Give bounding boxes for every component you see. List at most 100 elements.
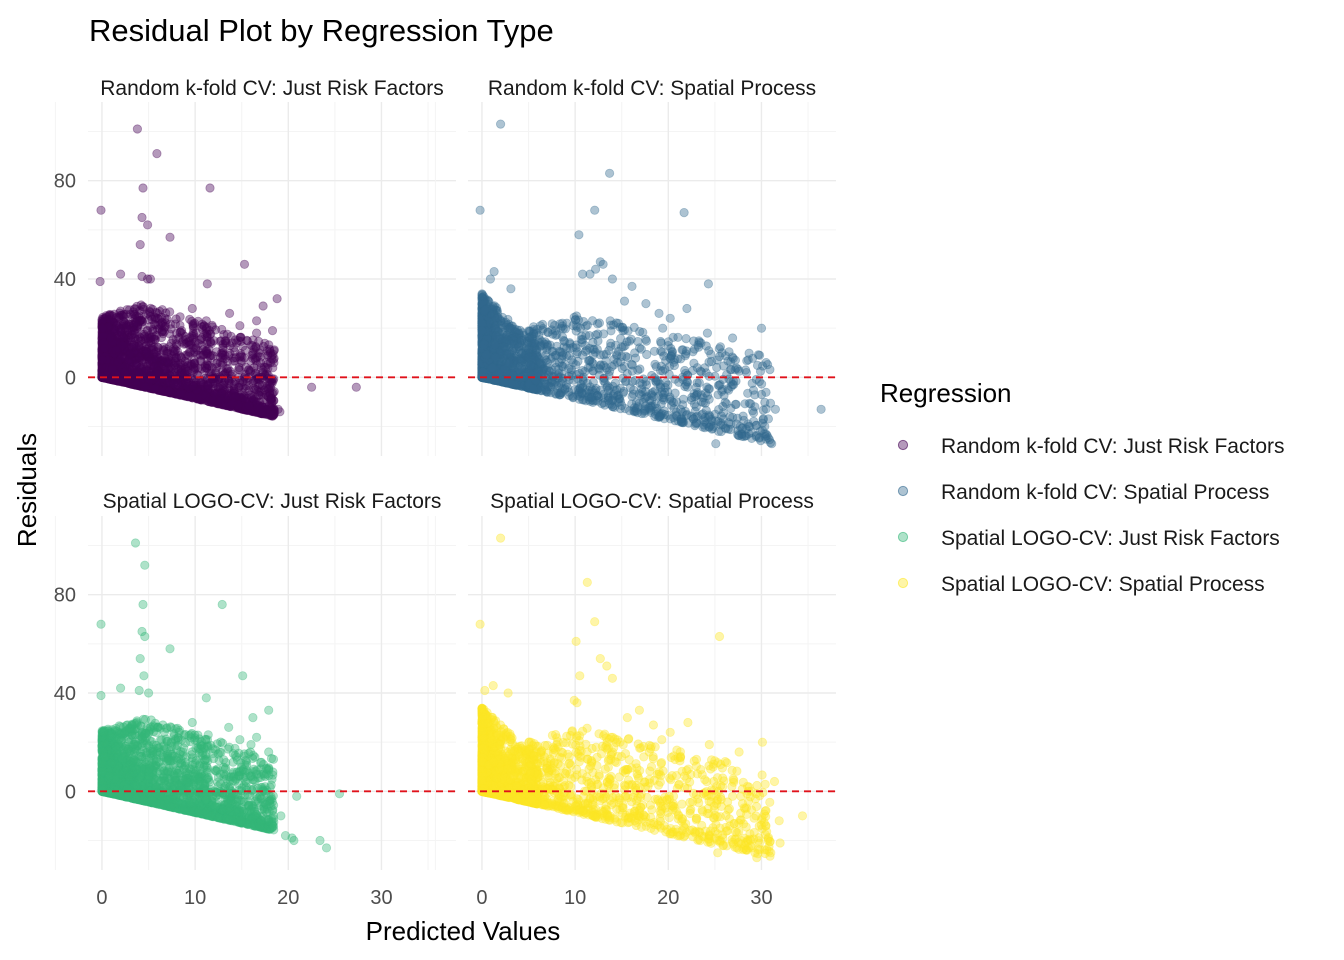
data-point bbox=[202, 279, 212, 289]
data-point bbox=[593, 363, 604, 373]
chart-title: Residual Plot by Regression Type bbox=[89, 13, 554, 48]
data-point bbox=[481, 350, 491, 360]
data-point bbox=[181, 391, 191, 401]
data-point bbox=[124, 305, 135, 315]
data-point bbox=[714, 344, 724, 354]
data-point bbox=[202, 332, 212, 342]
data-point bbox=[169, 349, 179, 359]
data-point bbox=[669, 360, 680, 371]
data-point bbox=[133, 321, 143, 331]
y-tick-label: 80 bbox=[54, 171, 76, 193]
data-point bbox=[154, 314, 164, 324]
data-point bbox=[622, 352, 633, 363]
data-point bbox=[701, 388, 711, 398]
data-point bbox=[170, 360, 180, 370]
data-point bbox=[172, 328, 182, 338]
data-point bbox=[127, 373, 137, 383]
data-point bbox=[98, 359, 108, 369]
data-point bbox=[152, 378, 162, 388]
data-point bbox=[538, 323, 548, 334]
data-point bbox=[149, 319, 159, 329]
y-tick-label: 0 bbox=[65, 367, 76, 389]
data-point bbox=[689, 358, 699, 368]
data-point bbox=[744, 348, 754, 358]
data-point bbox=[216, 336, 226, 346]
data-point bbox=[150, 383, 160, 393]
data-point bbox=[97, 355, 108, 365]
data-point bbox=[624, 336, 635, 346]
data-point bbox=[135, 352, 145, 362]
data-point bbox=[148, 325, 158, 335]
data-point bbox=[260, 371, 271, 381]
data-point bbox=[102, 312, 112, 322]
data-point bbox=[114, 371, 124, 381]
data-point bbox=[178, 360, 188, 371]
data-point bbox=[100, 334, 111, 344]
data-point bbox=[125, 377, 135, 388]
data-point bbox=[721, 399, 732, 409]
data-point bbox=[182, 390, 192, 400]
data-point bbox=[219, 379, 229, 390]
data-point bbox=[108, 369, 119, 379]
data-point bbox=[251, 406, 261, 417]
data-point bbox=[252, 316, 262, 326]
data-point bbox=[223, 398, 233, 408]
data-point bbox=[184, 385, 194, 396]
data-point bbox=[99, 343, 110, 353]
data-point bbox=[710, 371, 720, 381]
data-point bbox=[588, 344, 598, 354]
data-point bbox=[152, 308, 162, 318]
data-point bbox=[153, 366, 163, 376]
data-point bbox=[252, 328, 262, 338]
data-point bbox=[225, 340, 235, 351]
data-point bbox=[103, 319, 113, 329]
data-point bbox=[258, 301, 268, 311]
data-point bbox=[116, 377, 126, 387]
data-point bbox=[480, 305, 490, 315]
data-point bbox=[490, 340, 500, 350]
data-point bbox=[143, 220, 153, 230]
data-point bbox=[267, 325, 278, 336]
data-point bbox=[149, 384, 159, 394]
data-point bbox=[239, 404, 249, 415]
data-point bbox=[129, 341, 139, 351]
data-point bbox=[225, 308, 235, 318]
data-point bbox=[250, 354, 260, 364]
data-point bbox=[125, 379, 135, 389]
data-point bbox=[137, 212, 147, 223]
data-point bbox=[196, 350, 206, 360]
data-point bbox=[269, 396, 279, 406]
data-point bbox=[109, 367, 120, 377]
data-point bbox=[151, 320, 161, 330]
data-point bbox=[676, 354, 686, 364]
data-point bbox=[232, 401, 242, 411]
data-point bbox=[128, 323, 138, 333]
data-point bbox=[98, 354, 109, 364]
data-point bbox=[220, 392, 230, 402]
data-point bbox=[212, 387, 222, 398]
data-point bbox=[698, 422, 708, 432]
data-point bbox=[754, 350, 765, 360]
data-point bbox=[604, 366, 615, 376]
data-point bbox=[123, 327, 133, 338]
data-point bbox=[249, 407, 259, 417]
data-point bbox=[500, 322, 510, 333]
data-point bbox=[187, 331, 197, 341]
data-point bbox=[681, 333, 691, 344]
data-point bbox=[562, 343, 572, 353]
data-point bbox=[566, 364, 577, 375]
data-point bbox=[255, 357, 265, 368]
data-point bbox=[487, 363, 498, 373]
data-point bbox=[204, 396, 214, 407]
data-point bbox=[164, 386, 174, 396]
data-point bbox=[106, 346, 116, 356]
data-point bbox=[119, 309, 129, 319]
data-point bbox=[635, 378, 645, 388]
data-point bbox=[240, 384, 251, 394]
data-point bbox=[132, 124, 142, 134]
data-point bbox=[173, 379, 184, 390]
data-point bbox=[621, 376, 631, 386]
data-point bbox=[246, 340, 256, 350]
data-point bbox=[196, 391, 206, 402]
data-point bbox=[526, 360, 536, 371]
